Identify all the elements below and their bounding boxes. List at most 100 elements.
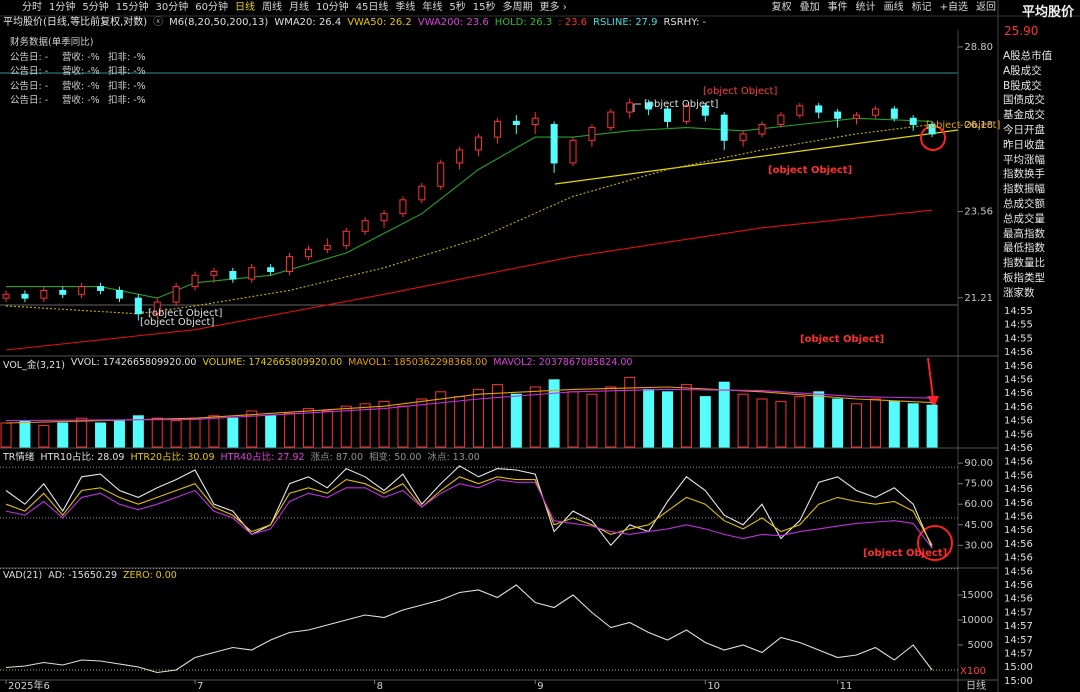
arrow — [927, 357, 934, 399]
volume-bar — [473, 388, 485, 448]
period-tab[interactable]: 1分钟 — [49, 2, 76, 13]
candle-body — [853, 114, 861, 119]
period-tab[interactable]: 更多 › — [539, 2, 567, 13]
trade-time: 14:57 — [1004, 635, 1033, 646]
quote-field[interactable]: 国债成交 — [1003, 94, 1045, 107]
financial-field: 营收: -% — [62, 66, 100, 77]
volume-bar — [208, 415, 220, 448]
y-tick-label: 28.80 — [964, 42, 993, 53]
x-tick-label: 2025年6 — [8, 679, 50, 692]
volume-bar — [284, 412, 296, 448]
indicator-value: MAVOL2: 2037867085824.00 — [493, 357, 633, 368]
volume-bar — [794, 396, 806, 448]
candle-body — [758, 123, 766, 135]
financial-row: 公告日: - 营收: -% 扣非: -% — [10, 51, 154, 66]
candle-body — [399, 199, 407, 215]
financial-field: 营收: -% — [62, 95, 100, 106]
quote-field[interactable]: 总成交量 — [1003, 212, 1045, 225]
quote-field[interactable]: A股成交 — [1003, 64, 1042, 77]
volume-bar — [851, 403, 863, 448]
quote-field[interactable]: 板指类型 — [1003, 271, 1045, 284]
annotation: [object Object] — [703, 86, 777, 97]
unit-label: X100 — [960, 666, 986, 677]
period-tab[interactable]: 周线 — [261, 2, 282, 13]
quote-field[interactable]: 平均涨幅 — [1003, 153, 1045, 166]
period-tab[interactable]: 月线 — [288, 2, 309, 13]
indicator-value: MAVOL1: 1850362298368.00 — [348, 357, 488, 368]
volume-bar — [869, 398, 881, 448]
candle-body — [418, 185, 426, 201]
trade-time: 14:56 — [1004, 566, 1033, 577]
quote-field[interactable]: 涨家数 — [1003, 286, 1035, 299]
candle-body — [40, 289, 48, 299]
volume-bar — [888, 400, 900, 448]
financial-field: 公告日: - — [10, 95, 49, 106]
tool-button[interactable]: 事件 — [827, 2, 848, 13]
quote-field[interactable]: 今日开盘 — [1003, 123, 1045, 136]
quote-field[interactable]: 昨日收盘 — [1003, 138, 1045, 151]
period-tab[interactable]: 10分钟 — [315, 2, 349, 13]
candle-body — [739, 133, 747, 141]
legend-item: VWA50: 26.2 — [347, 17, 412, 28]
tool-button[interactable]: 画线 — [883, 2, 904, 13]
tool-button[interactable]: 叠加 — [799, 2, 820, 13]
candle-body — [626, 102, 634, 113]
volume-bar — [567, 391, 579, 448]
candle-body — [229, 271, 237, 280]
period-tab[interactable]: 30分钟 — [155, 2, 189, 13]
period-tab[interactable]: 15分钟 — [115, 2, 149, 13]
quote-field[interactable]: 最低指数 — [1003, 242, 1045, 255]
volume-bar — [529, 386, 541, 448]
tool-button[interactable]: 标记 — [911, 2, 932, 13]
quote-field[interactable]: B股成交 — [1003, 79, 1042, 92]
period-tab[interactable]: 季线 — [395, 2, 416, 13]
annotation: [object Object] — [140, 317, 214, 328]
trade-time: 14:57 — [1004, 649, 1033, 660]
period-tab[interactable]: 5秒 — [449, 2, 466, 13]
trade-time: 14:56 — [1004, 429, 1033, 440]
indicator-value: VOLUME: 1742665809920.00 — [202, 357, 343, 368]
trade-time: 14:56 — [1004, 361, 1033, 372]
quote-field[interactable]: 基金成交 — [1003, 109, 1045, 122]
quote-field[interactable]: 指数量比 — [1003, 257, 1045, 270]
period-tab[interactable]: 45日线 — [355, 2, 389, 13]
indicator-value: VVOL: 1742665809920.00 — [70, 357, 197, 368]
tool-button[interactable]: 统计 — [855, 2, 876, 13]
quote-field[interactable]: 最高指数 — [1003, 227, 1045, 240]
instrument-price: 25.90 — [1004, 24, 1039, 38]
indicator-value: HTR10占比: 28.09 — [40, 452, 125, 463]
volume-bar — [718, 381, 730, 448]
period-tab[interactable]: 5分钟 — [82, 2, 109, 13]
annotation: [object Object] — [863, 548, 947, 559]
y-tick-label: 30.00 — [964, 540, 993, 551]
period-tab[interactable]: 多周期 — [502, 2, 533, 13]
y-tick-label: 23.56 — [964, 207, 993, 218]
volume-bar — [227, 417, 239, 448]
close-icon[interactable]: ⓧ — [153, 17, 164, 28]
tool-button[interactable]: 复权 — [771, 2, 792, 13]
trade-time: 14:57 — [1004, 607, 1033, 618]
period-tab[interactable]: 日线 — [234, 2, 255, 13]
candle-body — [550, 123, 558, 164]
volume-bar — [756, 398, 768, 448]
y-tick-label: 75.00 — [964, 479, 993, 490]
tool-button[interactable]: 返回 — [976, 2, 996, 13]
volume-bar — [38, 424, 50, 448]
quote-field[interactable]: A股总市值 — [1003, 50, 1053, 62]
trade-time: 14:56 — [1004, 525, 1033, 536]
volume-bar — [699, 396, 711, 448]
tool-button[interactable]: +自选 — [939, 2, 968, 13]
financial-field: 扣非: -% — [108, 51, 146, 63]
period-tab[interactable]: 年线 — [422, 2, 443, 13]
quote-field[interactable]: 指数换手 — [1003, 168, 1045, 181]
candle-body — [720, 114, 728, 141]
period-tab[interactable]: 60分钟 — [195, 2, 228, 13]
vad-line — [5, 584, 933, 674]
quote-field[interactable]: 指数振幅 — [1003, 183, 1045, 196]
arrow-head — [927, 396, 939, 408]
period-tab[interactable]: 15秒 — [472, 2, 496, 13]
trade-time: 14:56 — [1004, 594, 1033, 605]
period-tab[interactable]: 分时 — [22, 2, 42, 13]
quote-field[interactable]: 总成交额 — [1003, 197, 1045, 210]
